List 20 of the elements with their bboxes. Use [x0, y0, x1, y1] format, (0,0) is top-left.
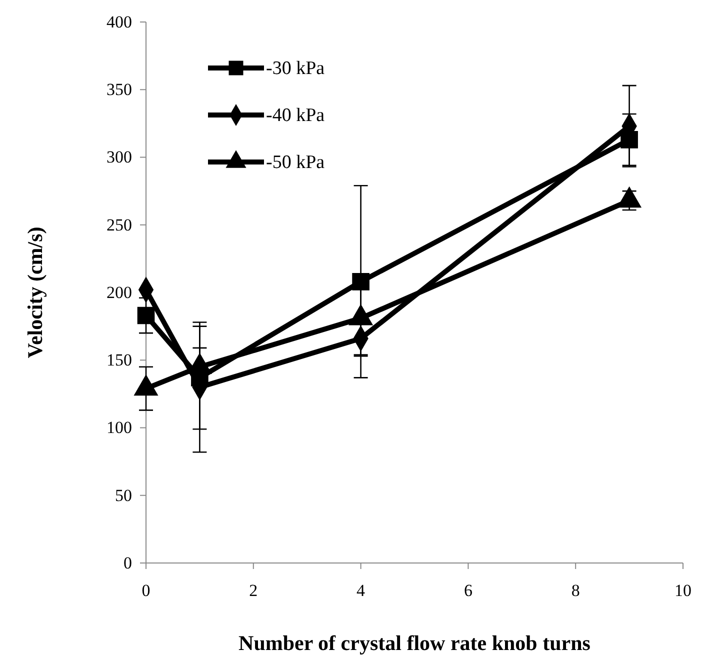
- y-tick-label: 50: [115, 486, 132, 505]
- y-tick-label: 400: [106, 12, 132, 32]
- y-tick-label: 100: [106, 418, 132, 438]
- x-tick-label: 8: [571, 580, 580, 600]
- legend-label: -30 kPa: [266, 58, 326, 79]
- y-tick-label: 350: [106, 80, 132, 100]
- x-tick-label: 6: [464, 580, 472, 600]
- y-tick-label: 200: [106, 282, 132, 302]
- x-tick-label: 2: [249, 580, 258, 600]
- y-tick-label: 150: [106, 350, 132, 370]
- legend-label: -40 kPa: [266, 105, 326, 126]
- legend-label: -50 kPa: [266, 152, 326, 173]
- x-axis-title: Number of crystal flow rate knob turns: [238, 631, 590, 655]
- y-tick-label: 0: [124, 553, 132, 572]
- y-tick-label: 250: [106, 215, 132, 234]
- x-tick-label: 0: [142, 580, 150, 600]
- y-tick-label: 300: [106, 148, 132, 167]
- y-axis-title: Velocity (cm/s): [23, 226, 47, 358]
- x-tick-label: 4: [356, 580, 366, 600]
- x-tick-label: 10: [674, 580, 692, 600]
